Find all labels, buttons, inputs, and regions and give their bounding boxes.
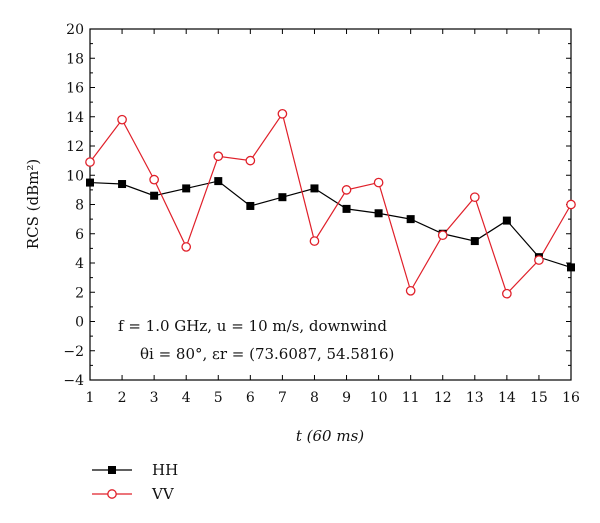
x-tick-label: 9 [342,390,351,406]
legend-label-hh: HH [152,461,178,479]
x-tick-label: 16 [562,390,580,406]
data-point-hh [246,201,255,210]
y-tick-label: 20 [66,22,84,38]
data-point-vv [502,288,512,299]
y-axis-title: RCS (dBm²) [24,159,42,249]
legend-marker-vv [107,489,117,499]
x-axis-title: t (60 ms) [296,427,364,445]
x-tick-label: 11 [402,390,420,406]
data-point-hh [214,177,223,186]
data-point-vv [341,185,352,195]
data-point-hh [86,178,94,187]
x-tick-label: 6 [246,390,255,406]
data-point-vv [469,192,480,203]
data-point-vv [566,199,576,210]
data-point-vv [149,174,159,185]
y-tick-label: 10 [66,168,84,184]
y-tick-label: −4 [63,373,84,389]
data-point-vv [117,114,127,125]
y-tick-label: 4 [75,256,84,272]
y-tick-label: 8 [75,198,84,214]
x-tick-label: 3 [150,390,159,406]
data-point-vv [277,108,288,119]
y-tick-label: 6 [75,227,84,243]
y-tick-label: 0 [75,315,84,331]
data-point-vv [534,255,544,265]
x-tick-label: 13 [466,390,484,406]
data-point-hh [342,204,351,213]
data-point-vv [85,157,95,167]
series-line-vv [89,112,572,295]
legend-label-vv: VV [151,485,175,503]
x-tick-label: 5 [214,390,223,406]
data-point-vv [405,285,416,296]
x-tick-label: 4 [182,390,191,406]
data-point-hh [278,193,287,202]
data-point-hh [310,184,319,193]
x-tick-label: 12 [434,390,452,406]
x-tick-label: 14 [498,390,516,406]
data-point-vv [373,177,384,188]
y-tick-label: 14 [66,110,84,126]
series-layer [85,108,576,299]
data-point-vv [309,236,320,246]
y-tick-label: 2 [75,285,84,301]
y-tick-label: −2 [63,344,84,360]
x-tick-label: 8 [310,390,319,406]
x-tick-label: 1 [86,390,95,406]
x-axis: 1 2 3 4 5 6 7 8 9 10 11 12 13 14 15 16 [86,29,580,406]
y-tick-label: 12 [66,139,84,155]
data-point-hh [470,237,479,246]
data-point-hh [502,216,511,225]
legend-marker-hh [108,466,116,474]
x-tick-label: 7 [278,390,287,406]
data-point-hh [150,191,159,200]
x-tick-label: 15 [530,390,548,406]
annotation-frequency: f = 1.0 GHz, u = 10 m/s, downwind [118,317,387,335]
data-point-hh [182,184,191,193]
annotation-angle-permittivity: θi = 80°, εr = (73.6087, 54.5816) [140,345,394,363]
data-point-hh [406,215,415,224]
legend: HH VV [92,461,178,503]
data-point-vv [213,151,224,162]
data-point-hh [374,209,383,218]
series-line-hh [89,180,572,268]
data-point-vv [437,230,448,241]
y-tick-label: 16 [66,81,84,97]
y-tick-label: 18 [66,51,84,67]
data-point-hh [118,180,127,189]
data-point-vv [181,242,192,252]
x-tick-label: 10 [370,390,388,406]
data-point-hh [567,263,575,272]
data-point-vv [245,155,256,166]
x-tick-label: 2 [118,390,127,406]
